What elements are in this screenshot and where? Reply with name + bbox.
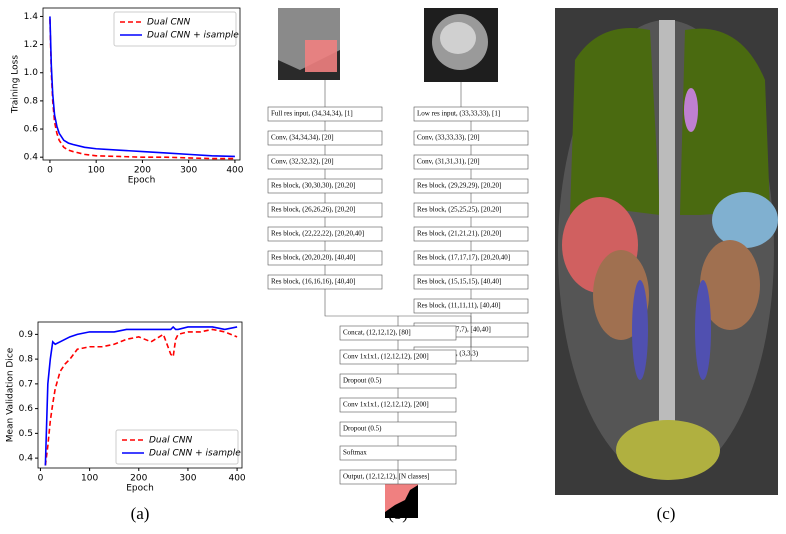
layer-label: Conv, (31,31,31), [20] <box>417 158 480 166</box>
x-tick-label: 300 <box>179 474 196 484</box>
x-tick-label: 200 <box>130 474 147 484</box>
y-tick-label: 1.0 <box>24 68 39 78</box>
bladder <box>616 420 720 480</box>
plot-frame <box>37 321 243 469</box>
y-tick-label: 0.4 <box>24 153 39 163</box>
y-tick-label: 1.4 <box>24 12 39 22</box>
layer-label: Res block, (15,15,15), [40,40] <box>417 278 501 286</box>
layer-label: Concat, (12,12,12), [80] <box>343 329 411 337</box>
layer-label: Res block, (30,30,30), [20,20] <box>271 182 355 190</box>
x-tick-label: 200 <box>134 166 151 176</box>
caption: (a) <box>131 504 150 523</box>
caption: (b) <box>388 504 408 523</box>
layer-label: Res block, (20,20,20), [40,40] <box>271 254 355 262</box>
legend-box <box>115 429 239 465</box>
spleen <box>712 192 778 248</box>
x-tick-label: 100 <box>88 166 105 176</box>
layer-label: Low res input, (33,33,33), [1] <box>417 110 500 118</box>
layer-label: Dropout (0.5) <box>343 425 382 433</box>
legend-label: Dual CNN <box>147 18 191 28</box>
layer-label: Res block, (29,29,29), [20,20] <box>417 182 501 190</box>
layer-label: Full res input, (34,34,34), [1] <box>271 110 353 118</box>
series-line <box>44 328 238 466</box>
x-axis-label: Epoch <box>128 176 156 186</box>
legend-label: Dual CNN + isample <box>147 31 239 41</box>
x-tick-label: 100 <box>81 474 98 484</box>
layer-label: Res block, (26,26,26), [20,20] <box>271 206 355 214</box>
aorta <box>684 88 698 132</box>
series-line <box>49 19 235 160</box>
layer-label: Softmax <box>343 449 367 457</box>
output-patch-shadow <box>385 485 418 518</box>
series-line <box>44 325 238 466</box>
layer-label: Conv, (33,33,33), [20] <box>417 134 480 142</box>
spine <box>659 20 675 470</box>
y-axis-label: Training Loss <box>11 55 21 114</box>
x-tick-label: 0 <box>38 474 44 484</box>
layer-label: Conv 1x1x1, (12,12,12), [200] <box>343 353 429 361</box>
kidney <box>700 240 760 330</box>
y-tick-label: 0.6 <box>19 404 34 414</box>
layer-label: Conv 1x1x1, (12,12,12), [200] <box>343 401 429 409</box>
y-tick-label: 0.8 <box>24 96 39 106</box>
layer-label: Output, (12,12,12), [N classes] <box>343 473 430 481</box>
y-axis-label: Mean Validation Dice <box>6 347 16 442</box>
layer-label: Conv, (32,32,32), [20] <box>271 158 334 166</box>
caption: (c) <box>657 504 676 523</box>
layer-label: Dropout (0.5) <box>343 377 382 385</box>
y-tick-label: 0.5 <box>19 429 33 439</box>
connector <box>324 80 472 484</box>
left-lung <box>570 28 660 215</box>
layer-label: Res block, (25,25,25), [20,20] <box>417 206 501 214</box>
legend-label: Dual CNN <box>149 436 193 446</box>
patch-organ <box>440 22 476 54</box>
series-line <box>49 16 235 158</box>
layer-label: Res block, (22,22,22), [20,20,40] <box>271 230 364 238</box>
layer-label: Res block, (16,16,16), [40,40] <box>271 278 355 286</box>
patch-shadow <box>278 50 340 80</box>
y-tick-label: 1.2 <box>24 40 38 50</box>
x-tick-label: 0 <box>47 166 53 176</box>
x-axis-label: Epoch <box>126 484 154 494</box>
legend-box <box>113 11 237 47</box>
x-tick-label: 300 <box>180 166 197 176</box>
x-tick-label: 400 <box>226 166 243 176</box>
right-lung <box>680 28 770 216</box>
y-tick-label: 0.4 <box>19 454 34 464</box>
psoas <box>632 280 648 380</box>
psoas <box>695 280 711 380</box>
legend-label: Dual CNN + isample <box>149 449 241 459</box>
y-tick-label: 0.7 <box>19 379 33 389</box>
layer-label: Res block, (17,17,17), [20,20,40] <box>417 254 510 262</box>
y-tick-label: 0.9 <box>19 330 34 340</box>
layer-label: Conv, (34,34,34), [20] <box>271 134 334 142</box>
y-tick-label: 0.6 <box>24 125 39 135</box>
y-tick-label: 0.8 <box>19 355 34 365</box>
patch-label <box>305 40 337 72</box>
layer-label: Res block, (11,11,11), [40,40] <box>417 302 501 310</box>
x-tick-label: 400 <box>228 474 245 484</box>
plot-frame <box>42 7 241 161</box>
layer-label: Res block, (21,21,21), [20,20] <box>417 230 501 238</box>
